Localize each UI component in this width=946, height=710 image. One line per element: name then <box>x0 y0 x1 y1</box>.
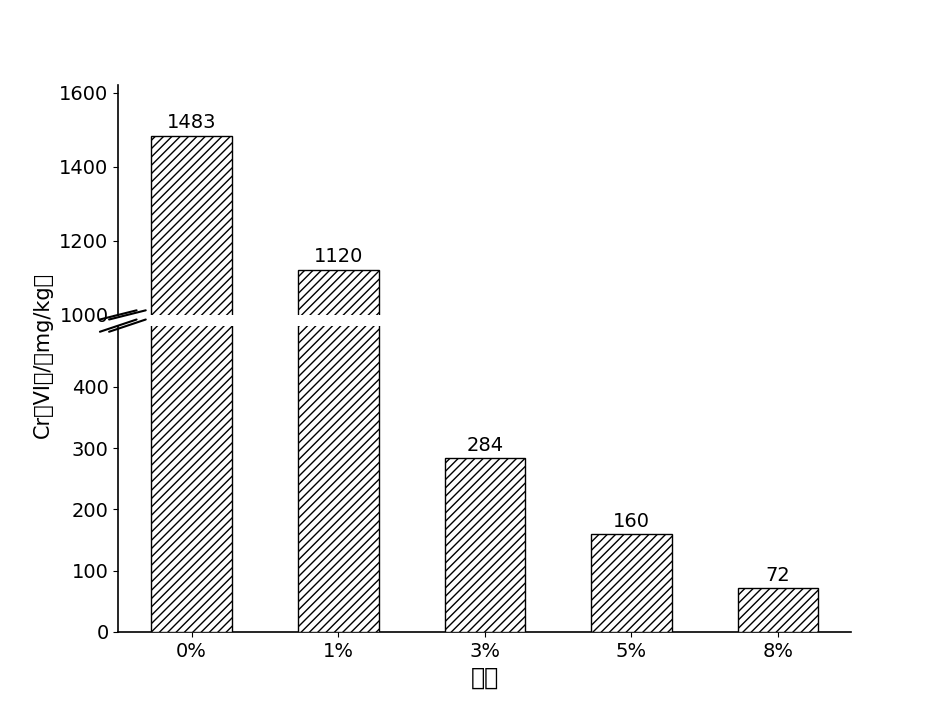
Bar <box>591 534 672 632</box>
X-axis label: 糖蜜: 糖蜜 <box>471 666 499 690</box>
Bar <box>151 136 232 685</box>
Bar <box>298 0 378 632</box>
Text: 160: 160 <box>613 513 650 532</box>
Bar <box>298 271 378 685</box>
Bar <box>738 588 818 632</box>
Text: 72: 72 <box>765 567 791 585</box>
Text: 1120: 1120 <box>313 247 363 266</box>
Bar <box>151 0 232 632</box>
Bar <box>445 458 525 632</box>
Text: 1483: 1483 <box>166 112 217 131</box>
Bar <box>738 659 818 685</box>
Text: 284: 284 <box>466 437 503 456</box>
Bar <box>445 580 525 685</box>
Text: Cr（VI）/（mg/kg）: Cr（VI）/（mg/kg） <box>32 272 53 438</box>
Bar <box>591 626 672 685</box>
